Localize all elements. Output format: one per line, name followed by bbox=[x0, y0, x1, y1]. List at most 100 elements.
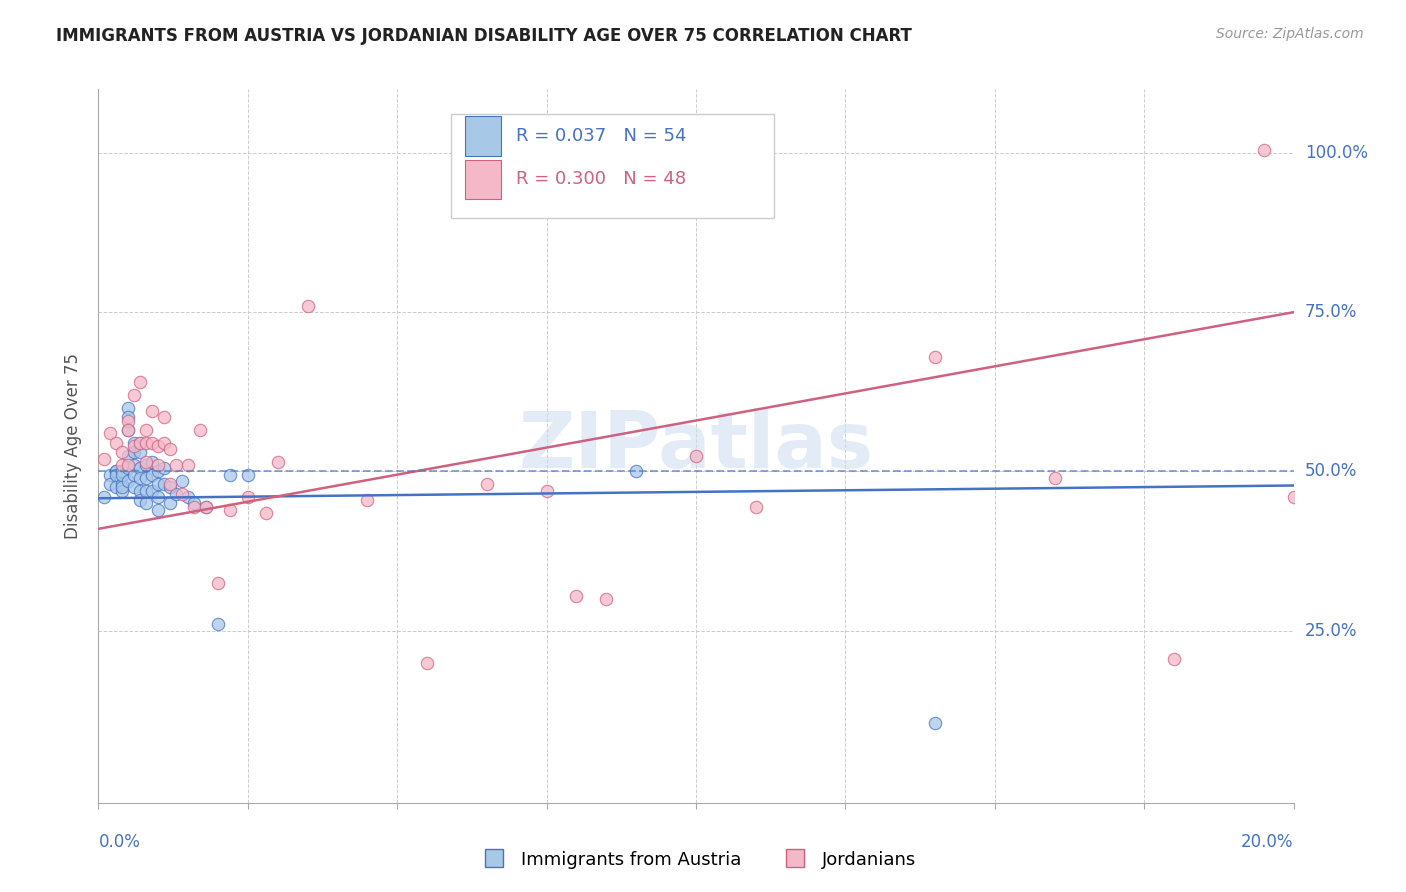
Point bbox=[129, 435, 152, 450]
Point bbox=[356, 493, 378, 508]
Point bbox=[141, 483, 163, 498]
Point bbox=[207, 576, 229, 591]
Point bbox=[148, 490, 170, 504]
Point bbox=[624, 465, 647, 479]
Point bbox=[595, 591, 617, 606]
Point bbox=[129, 493, 152, 508]
Point bbox=[924, 716, 946, 731]
Point bbox=[267, 455, 290, 469]
Point bbox=[148, 458, 170, 472]
Text: ZIPatlas: ZIPatlas bbox=[519, 408, 873, 484]
Point bbox=[141, 455, 163, 469]
Point bbox=[135, 471, 157, 485]
Point bbox=[124, 458, 146, 472]
Point bbox=[141, 467, 163, 482]
Point bbox=[135, 435, 157, 450]
Point bbox=[135, 458, 157, 472]
Point bbox=[148, 502, 170, 516]
Point bbox=[129, 483, 152, 498]
Point bbox=[219, 467, 242, 482]
Point bbox=[172, 487, 194, 501]
Point bbox=[129, 376, 152, 390]
Point bbox=[153, 461, 176, 475]
Point bbox=[177, 458, 200, 472]
Point bbox=[183, 500, 205, 514]
Point bbox=[98, 477, 122, 491]
Point bbox=[117, 423, 139, 437]
Y-axis label: Disability Age Over 75: Disability Age Over 75 bbox=[65, 353, 83, 539]
Point bbox=[141, 404, 163, 418]
Point bbox=[111, 480, 134, 494]
Point bbox=[177, 490, 200, 504]
Point bbox=[254, 506, 277, 520]
Point bbox=[135, 455, 157, 469]
Text: IMMIGRANTS FROM AUSTRIA VS JORDANIAN DISABILITY AGE OVER 75 CORRELATION CHART: IMMIGRANTS FROM AUSTRIA VS JORDANIAN DIS… bbox=[56, 27, 912, 45]
Point bbox=[117, 458, 139, 472]
Point bbox=[1282, 490, 1305, 504]
Point bbox=[124, 439, 146, 453]
Text: 20.0%: 20.0% bbox=[1241, 833, 1294, 851]
FancyBboxPatch shape bbox=[465, 160, 501, 199]
Point bbox=[117, 449, 139, 463]
Point bbox=[188, 423, 211, 437]
Point bbox=[165, 458, 187, 472]
Point bbox=[124, 445, 146, 459]
Point bbox=[148, 439, 170, 453]
Point bbox=[105, 465, 128, 479]
Point bbox=[117, 413, 139, 427]
Point bbox=[135, 423, 157, 437]
Point bbox=[124, 388, 146, 402]
Point bbox=[159, 442, 181, 457]
Point bbox=[105, 465, 128, 479]
Point bbox=[183, 496, 205, 510]
Point bbox=[93, 490, 115, 504]
Text: 25.0%: 25.0% bbox=[1305, 622, 1357, 640]
Point bbox=[135, 496, 157, 510]
Point bbox=[141, 435, 163, 450]
Point bbox=[924, 350, 946, 364]
Point bbox=[207, 617, 229, 632]
Point bbox=[105, 435, 128, 450]
Point bbox=[236, 490, 259, 504]
Point bbox=[111, 477, 134, 491]
Point bbox=[148, 465, 170, 479]
Point bbox=[194, 500, 218, 514]
Text: 100.0%: 100.0% bbox=[1305, 144, 1368, 162]
Point bbox=[416, 656, 439, 670]
Point bbox=[117, 461, 139, 475]
Point bbox=[475, 477, 498, 491]
Point bbox=[111, 465, 134, 479]
Point bbox=[165, 487, 187, 501]
Point bbox=[1163, 652, 1185, 666]
Point bbox=[159, 480, 181, 494]
Point bbox=[565, 589, 588, 603]
Point bbox=[1043, 471, 1066, 485]
Point bbox=[129, 461, 152, 475]
Point bbox=[153, 410, 176, 425]
Point bbox=[135, 483, 157, 498]
Point bbox=[111, 467, 134, 482]
Point bbox=[297, 299, 319, 313]
Point bbox=[117, 423, 139, 437]
Point bbox=[236, 467, 259, 482]
Point bbox=[536, 483, 558, 498]
Text: 75.0%: 75.0% bbox=[1305, 303, 1357, 321]
Point bbox=[153, 435, 176, 450]
FancyBboxPatch shape bbox=[451, 114, 773, 218]
Point bbox=[111, 458, 134, 472]
Point bbox=[124, 480, 146, 494]
Point bbox=[105, 467, 128, 482]
Point bbox=[124, 467, 146, 482]
Point bbox=[129, 435, 152, 450]
Point bbox=[111, 445, 134, 459]
Point bbox=[194, 500, 218, 514]
Point bbox=[98, 467, 122, 482]
Text: 0.0%: 0.0% bbox=[98, 833, 141, 851]
Text: Source: ZipAtlas.com: Source: ZipAtlas.com bbox=[1216, 27, 1364, 41]
Point bbox=[117, 410, 139, 425]
FancyBboxPatch shape bbox=[465, 116, 501, 155]
Point bbox=[1253, 143, 1275, 157]
Point bbox=[124, 435, 146, 450]
Point bbox=[105, 480, 128, 494]
Point bbox=[98, 426, 122, 441]
